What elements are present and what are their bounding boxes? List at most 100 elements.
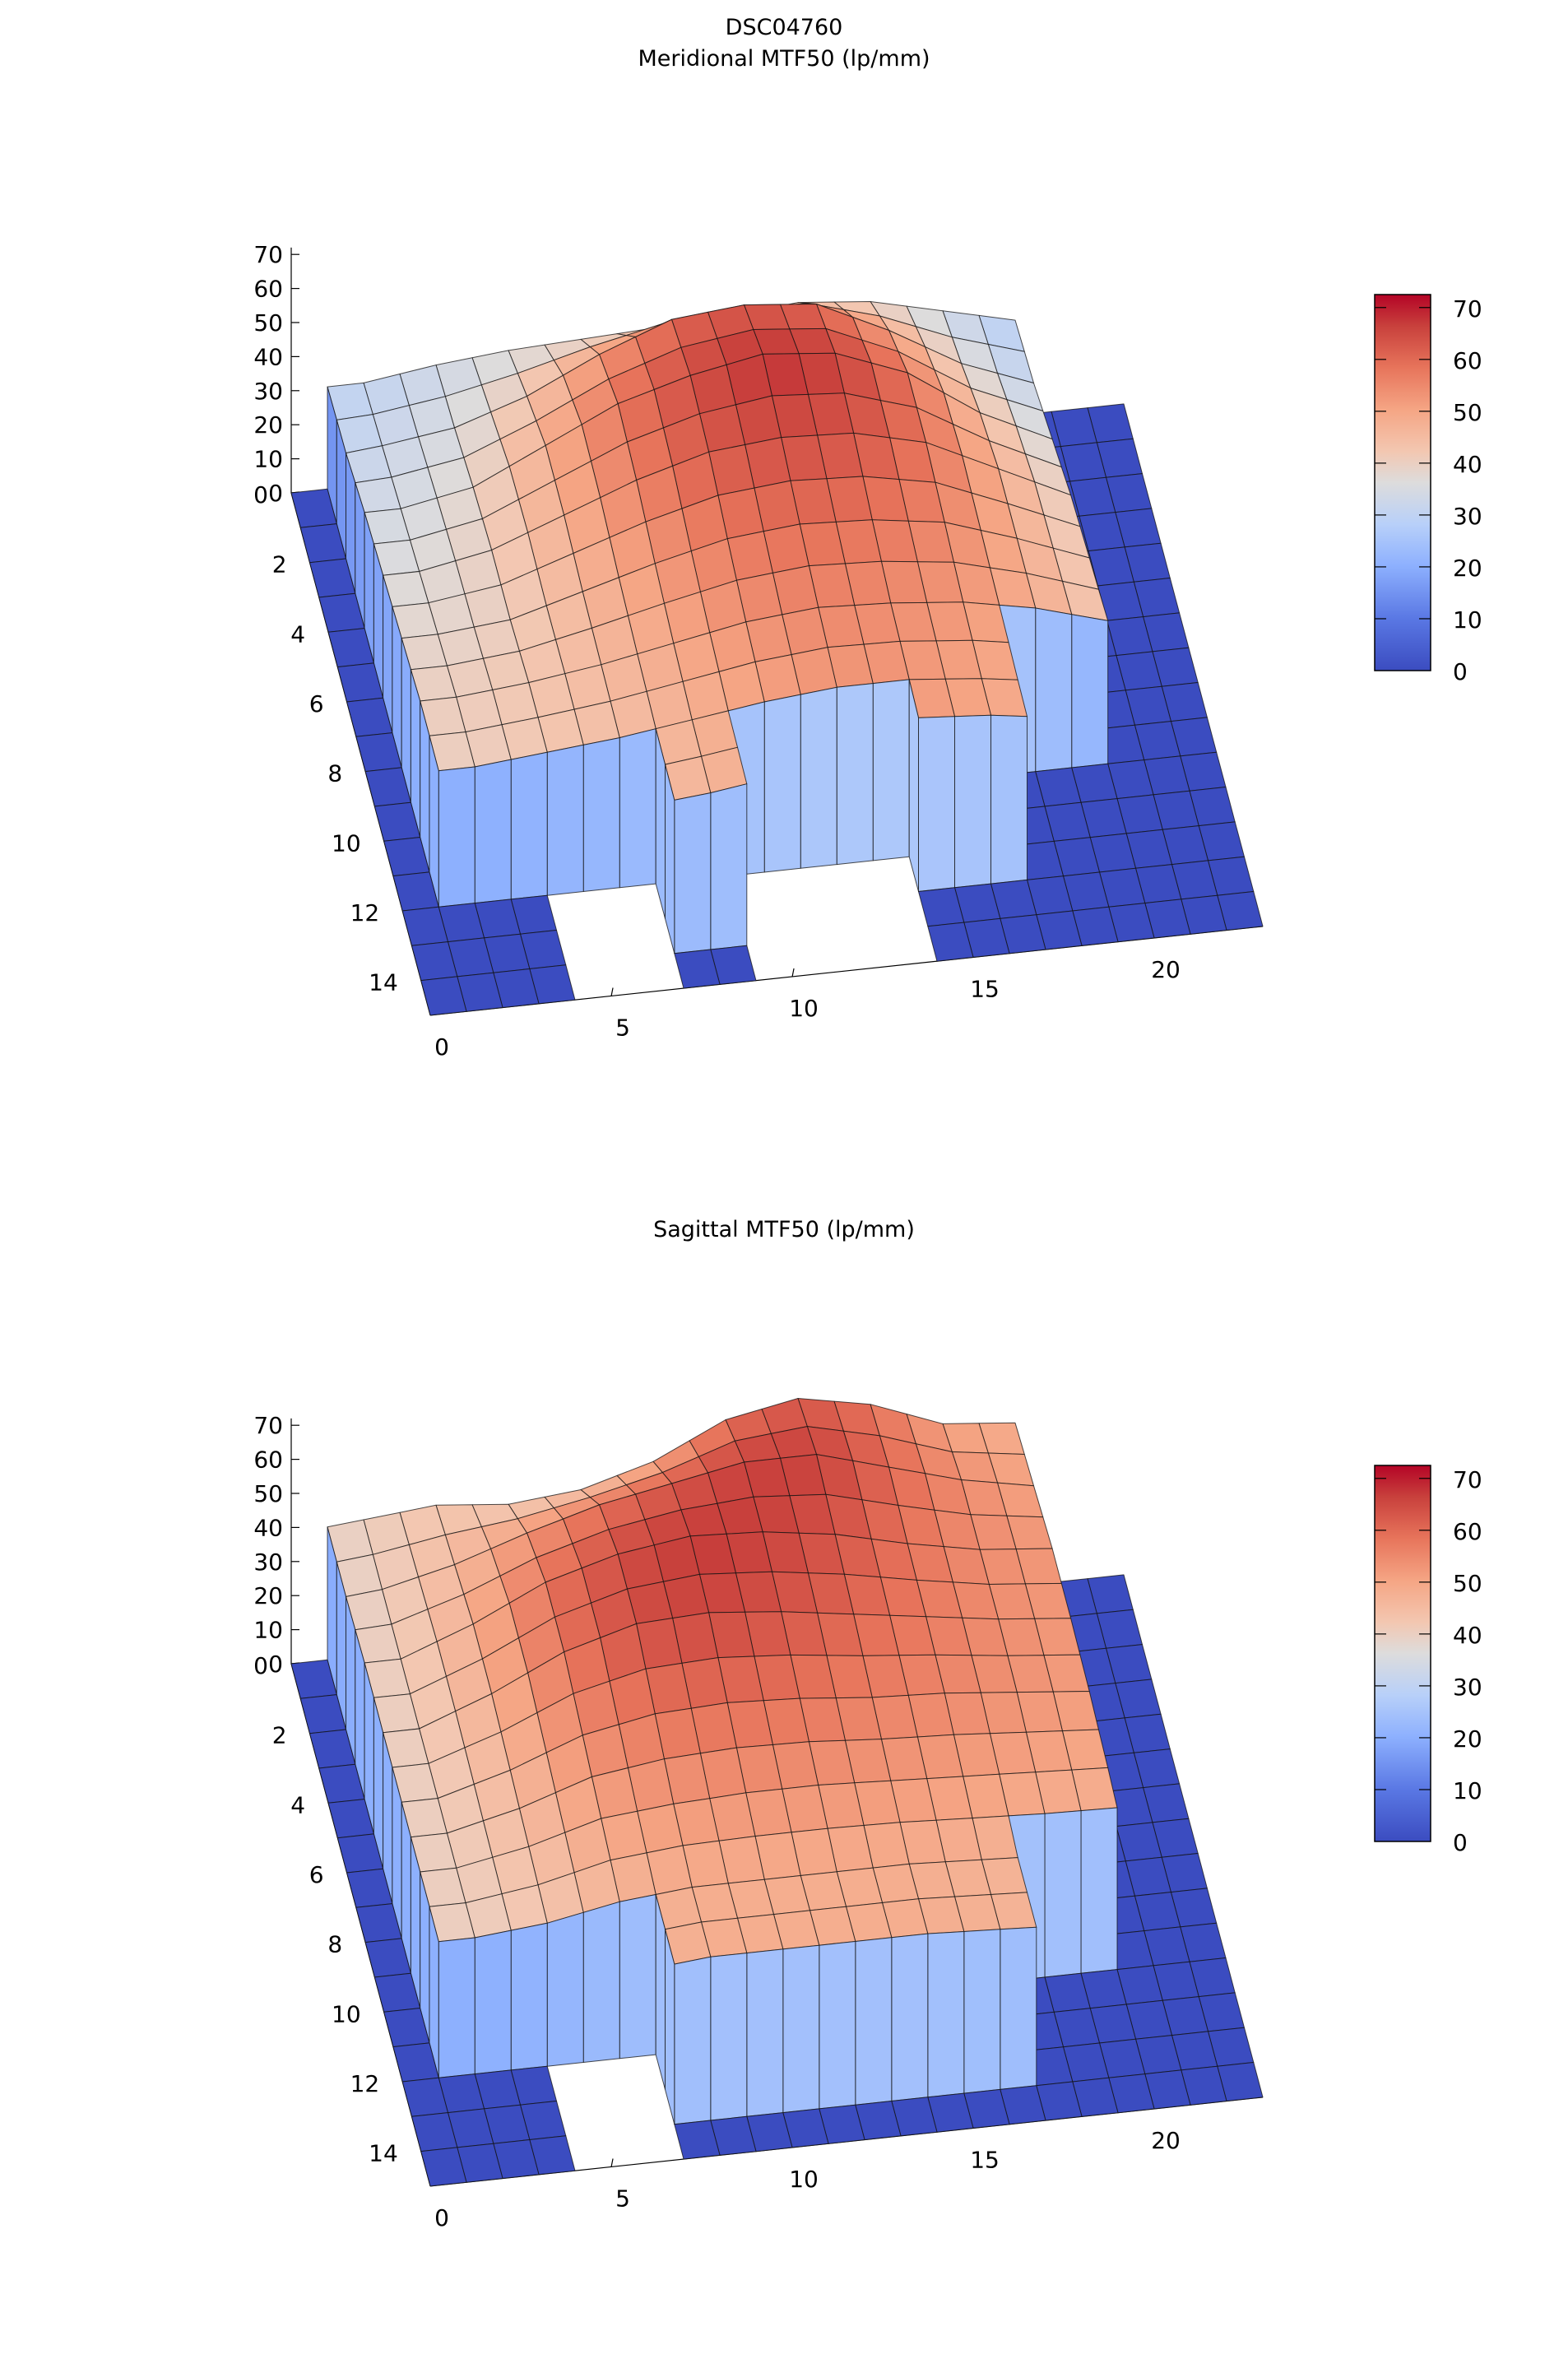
colorbar-tick-label: 30	[1453, 1674, 1482, 1701]
x-tick-mark	[610, 987, 614, 996]
floor-cell	[420, 976, 467, 1016]
x-tick-mark	[610, 2158, 614, 2167]
chart-title-meridional: Meridional MTF50 (lp/mm)	[638, 46, 930, 72]
wall-face	[1035, 607, 1073, 773]
colorbar-tick-label: 0	[1453, 1829, 1468, 1856]
colorbar-tick-label: 40	[1453, 451, 1482, 478]
wall-face	[1080, 1807, 1118, 1974]
floor-cell	[674, 949, 721, 989]
z-tick-label: 10	[253, 1617, 283, 1644]
x-tick-label: 5	[615, 1014, 630, 1041]
colorbar-tick-label: 60	[1453, 1518, 1482, 1545]
z-tick-label: 40	[253, 343, 283, 370]
colorbar-tick-label: 40	[1453, 1622, 1482, 1649]
z-tick-label: 20	[253, 1582, 283, 1609]
colorbar	[1374, 1465, 1431, 1842]
floor-cell	[674, 2120, 721, 2160]
y-tick-label: 0	[253, 481, 268, 508]
wall-face	[891, 1933, 929, 2101]
y-tick-label: 8	[327, 1931, 342, 1958]
colorbar-tick-label: 50	[1453, 1570, 1482, 1597]
wall-face	[963, 1929, 1001, 2094]
z-tick-label: 10	[253, 446, 283, 473]
colorbar-tick-label: 10	[1453, 606, 1482, 634]
z-tick-label: 20	[253, 411, 283, 439]
meridional-surface-plot: 0 10 20 30 40 50 60 70 0 2 4 6 8 10 12 14 0 5 10 15 20 0 10 20 3…	[253, 241, 1482, 1061]
sagittal-surface-plot: 0 10 20 30 40 50 60 70 0 2 4 6 8 10 12 14 0 5 10 15 20 0 10 20 3…	[253, 1398, 1482, 2231]
wall-face	[619, 728, 656, 889]
wall-face	[855, 1937, 893, 2106]
wall-face	[763, 694, 801, 873]
wall-face	[438, 1937, 476, 2078]
colorbar-tick-label: 10	[1453, 1777, 1482, 1804]
wall-face	[1071, 614, 1109, 769]
x-tick-mark	[791, 968, 795, 977]
y-tick-label: 10	[332, 829, 361, 857]
z-tick-label: 60	[253, 1447, 283, 1474]
y-tick-label: 12	[350, 899, 380, 926]
colorbar-tick-label: 70	[1453, 295, 1482, 323]
x-tick-label: 0	[434, 1033, 449, 1061]
wall-face	[872, 679, 910, 861]
x-tick-label: 10	[789, 2166, 819, 2193]
y-tick-label: 4	[290, 620, 305, 648]
wall-face	[1000, 1926, 1037, 2090]
colorbar-tick-label: 20	[1453, 555, 1482, 582]
x-tick-label: 15	[970, 975, 1000, 1002]
y-tick-label: 14	[369, 969, 398, 996]
y-tick-label: 10	[332, 2000, 361, 2027]
wall-face	[1044, 1810, 1082, 1978]
wall-face	[619, 1894, 656, 2059]
chart-title-sagittal: Sagittal MTF50 (lp/mm)	[653, 1217, 915, 1242]
floor-cell	[420, 2147, 467, 2187]
wall-face	[665, 1929, 675, 2125]
floor-cell	[927, 922, 974, 962]
colorbar-tick-label: 30	[1453, 503, 1482, 530]
y-tick-label: 6	[309, 690, 324, 717]
wall-face	[674, 1956, 712, 2125]
z-tick-label: 70	[253, 241, 283, 268]
wall-face	[474, 1929, 512, 2075]
z-tick-label: 0	[268, 1651, 283, 1678]
colorbar	[1374, 294, 1431, 671]
x-tick-label: 15	[970, 2146, 1000, 2173]
colorbar-tick-label: 20	[1453, 1725, 1482, 1753]
y-tick-label: 2	[272, 1722, 287, 1749]
y-tick-label: 0	[253, 1652, 268, 1679]
y-tick-label: 2	[272, 551, 287, 578]
z-tick-label: 0	[268, 480, 283, 507]
colorbar-tick-label: 60	[1453, 347, 1482, 374]
colorbar-tick-label: 70	[1453, 1466, 1482, 1493]
y-tick-label: 8	[327, 760, 342, 787]
wall-face	[474, 759, 512, 904]
z-tick-label: 40	[253, 1514, 283, 1541]
x-tick-label: 10	[789, 995, 819, 1022]
z-tick-label: 30	[253, 1549, 283, 1576]
wall-face	[438, 766, 476, 908]
wall-face	[546, 1911, 584, 2067]
z-tick-label: 30	[253, 378, 283, 405]
wall-face	[510, 1922, 548, 2071]
y-tick-label: 6	[309, 1861, 324, 1888]
wall-face	[782, 1944, 820, 2114]
x-tick-label: 5	[615, 2185, 630, 2212]
wall-face	[819, 1941, 856, 2110]
wall-face	[800, 686, 837, 869]
figure-title: DSC04760	[726, 15, 843, 40]
wall-face	[582, 1901, 620, 2063]
wall-face	[710, 1953, 748, 2121]
y-tick-label: 14	[369, 2140, 398, 2167]
y-tick-label: 4	[290, 1791, 305, 1818]
z-tick-label: 60	[253, 276, 283, 303]
wall-face	[927, 1931, 965, 2098]
x-tick-label: 0	[434, 2204, 449, 2231]
wall-face	[655, 1894, 666, 2090]
z-tick-label: 70	[253, 1412, 283, 1439]
wall-face	[546, 744, 584, 896]
colorbar-tick-label: 50	[1453, 399, 1482, 426]
wall-face	[510, 751, 548, 900]
x-tick-label: 20	[1151, 2127, 1181, 2154]
z-tick-label: 50	[253, 309, 283, 337]
wall-face	[954, 714, 991, 889]
